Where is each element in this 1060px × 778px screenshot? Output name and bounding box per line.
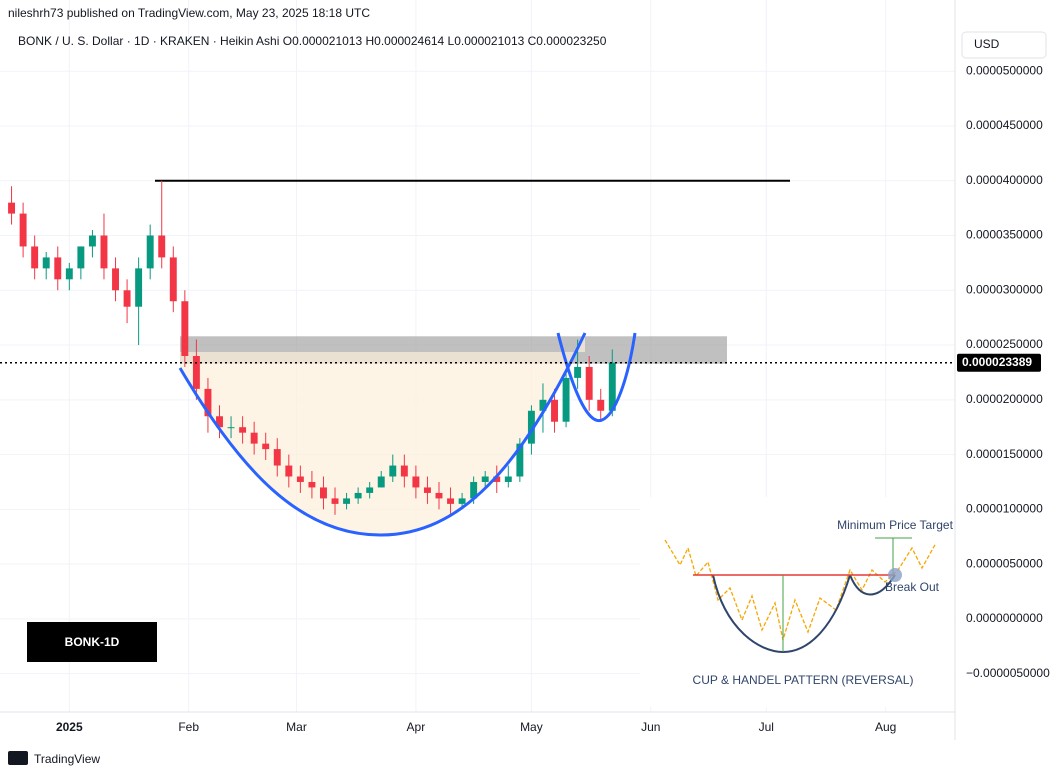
inset-bg xyxy=(640,497,954,707)
inset-zigzag xyxy=(664,539,937,641)
y-tick-label: 0.0000400000 xyxy=(966,173,1043,187)
candle-body xyxy=(400,465,408,477)
y-tick-label: 0.0000000000 xyxy=(966,611,1043,625)
x-tick-label: May xyxy=(520,720,543,734)
x-tick-label: Jul xyxy=(759,720,774,734)
y-tick-label: 0.0000200000 xyxy=(966,392,1043,406)
candle-body xyxy=(285,465,293,477)
badge-box xyxy=(27,622,157,662)
candle-body xyxy=(458,498,466,504)
x-tick-label: Aug xyxy=(875,720,896,734)
last-price-box xyxy=(957,353,1041,372)
candle-body xyxy=(377,476,385,488)
x-tick-label: Mar xyxy=(286,720,307,734)
candle-body xyxy=(481,476,489,482)
currency-box xyxy=(961,31,1047,59)
candles xyxy=(8,180,616,515)
candle-body xyxy=(8,202,16,214)
candle-body xyxy=(308,481,316,488)
candle-body xyxy=(239,427,247,433)
candle-body xyxy=(470,481,478,499)
candle-body xyxy=(539,399,547,411)
candle-body xyxy=(135,268,143,307)
candle-body xyxy=(273,449,281,466)
candle-body xyxy=(296,476,304,482)
axes: −0.0000050000 0.0000000000 0.0000050000 0.0… xyxy=(0,63,1050,734)
candle-body xyxy=(447,498,455,504)
published: nileshrh73 published on TradingView.com,… xyxy=(8,6,370,20)
candle-body xyxy=(227,427,235,429)
candle-body xyxy=(389,465,397,477)
y-tick-label: 0.0000150000 xyxy=(966,447,1043,461)
badge: BONK-1D xyxy=(65,635,120,649)
candle-body xyxy=(516,443,524,477)
handle-curve xyxy=(556,332,637,423)
candle-body xyxy=(262,443,270,450)
candle-body xyxy=(100,235,108,269)
candle-body xyxy=(146,235,154,269)
candle-body xyxy=(320,487,327,499)
candle-body xyxy=(31,246,39,269)
logo xyxy=(8,751,28,765)
inset-breakout-label: Break Out xyxy=(885,580,940,594)
candle-body xyxy=(65,268,73,280)
x-tick-label: Jun xyxy=(641,720,660,734)
inset-target: Minimum Price Target xyxy=(837,518,953,532)
candle-body xyxy=(204,388,212,417)
candle-body xyxy=(19,213,27,247)
inset-handle xyxy=(849,574,896,596)
candle-body xyxy=(181,301,189,356)
y-tick-label: 0.0000050000 xyxy=(966,556,1043,570)
y-tick-label: 0.0000350000 xyxy=(966,228,1043,242)
inset-caption: CUP & HANDEL PATTERN (REVERSAL) xyxy=(693,673,914,687)
candle-body xyxy=(412,476,420,488)
candle-body xyxy=(423,487,431,493)
footer: TradingView xyxy=(34,752,100,766)
y-tick-label: 0.0000300000 xyxy=(966,282,1043,296)
currency: USD xyxy=(974,37,1000,51)
candle-body xyxy=(366,487,374,493)
x-tick-label: Feb xyxy=(178,720,199,734)
candle-body xyxy=(493,476,501,482)
cup-curve xyxy=(178,332,587,537)
candle-body xyxy=(585,366,593,400)
candle-body xyxy=(608,362,616,411)
candle-body xyxy=(574,366,582,378)
x-tick-label: 2025 xyxy=(56,720,83,734)
y-tick-label: −0.0000050000 xyxy=(966,666,1050,680)
candle-body xyxy=(88,235,96,247)
candle-body xyxy=(112,268,119,291)
last-price-label: 0.000023389 xyxy=(962,355,1032,369)
candle-body xyxy=(169,257,177,302)
symbol-line: BONK / U. S. Dollar · 1D · KRAKEN · Heik… xyxy=(18,34,607,48)
candle-body xyxy=(192,356,200,389)
candle-body xyxy=(331,498,339,504)
candle-body xyxy=(250,432,258,444)
candle-body xyxy=(123,290,131,307)
candle-body xyxy=(216,416,223,428)
cup-fill xyxy=(180,333,585,535)
candle-body xyxy=(54,257,62,280)
candle-body xyxy=(158,235,166,258)
candle-body xyxy=(504,476,512,482)
x-tick-label: Apr xyxy=(407,720,426,734)
candle-body xyxy=(343,498,351,504)
y-tick-label: 0.0000250000 xyxy=(966,337,1043,351)
candle-body xyxy=(562,377,570,422)
candle-body xyxy=(551,399,558,422)
inset-breakout xyxy=(888,568,902,582)
y-tick-label: 0.0000450000 xyxy=(966,118,1043,132)
y-tick-label: 0.0000500000 xyxy=(966,63,1043,77)
candle-body xyxy=(42,257,50,269)
y-tick-label: 0.0000100000 xyxy=(966,502,1043,516)
candle-body xyxy=(77,246,85,269)
candle-body xyxy=(527,410,535,444)
candle-body xyxy=(354,492,362,499)
candle-body xyxy=(435,492,443,499)
candle-body xyxy=(597,399,605,411)
inset: Minimum Price Target Break Out CUP & HAN… xyxy=(640,497,954,707)
